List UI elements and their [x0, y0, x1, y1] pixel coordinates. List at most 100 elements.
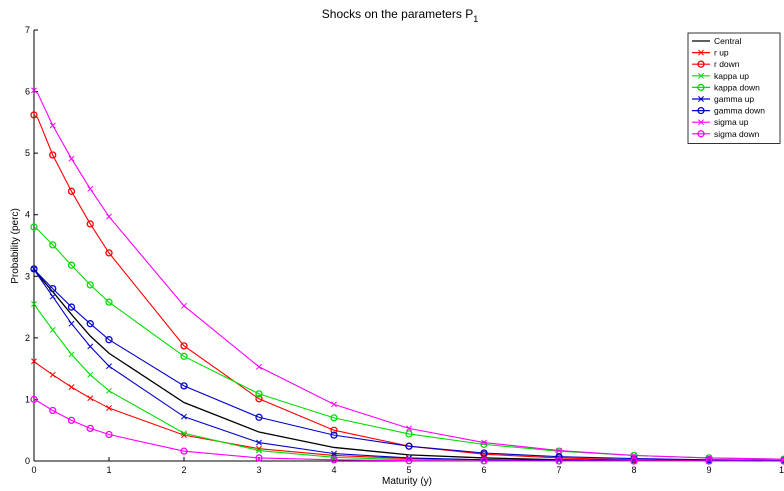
- point-gamma-up: [106, 363, 112, 370]
- point-sigma-up: [87, 185, 94, 192]
- x-tick-label: 2: [181, 465, 186, 475]
- point-kappa-down: [180, 352, 188, 360]
- point-kappa-down: [30, 223, 38, 231]
- point-sigma-down: [105, 430, 113, 439]
- point-sigma-down: [86, 424, 94, 433]
- point-r-up: [68, 384, 75, 391]
- y-tick-label: 6: [25, 87, 30, 97]
- legend-label: sigma up: [714, 117, 749, 127]
- y-tick-label: 4: [25, 210, 30, 220]
- point-sigma-down: [330, 456, 338, 464]
- point-r-up: [106, 405, 112, 412]
- legend-label: gamma down: [714, 106, 765, 116]
- x-tick-label: 0: [31, 465, 36, 475]
- point-sigma-up: [49, 122, 56, 129]
- plot-area: [34, 30, 784, 461]
- point-r-down: [67, 187, 76, 195]
- y-tick-label: 2: [25, 333, 30, 343]
- legend-label: kappa up: [714, 71, 749, 81]
- y-axis-label: Probability (perc): [10, 208, 21, 284]
- point-kappa-down: [405, 430, 413, 438]
- point-kappa-down: [86, 281, 94, 289]
- point-sigma-up: [106, 213, 112, 220]
- point-gamma-up: [87, 343, 94, 350]
- legend-entry-r-down: r down: [692, 59, 740, 69]
- point-sigma-up: [481, 439, 487, 446]
- point-gamma-up: [331, 450, 337, 457]
- legend-entry-sigma-down: sigma down: [692, 129, 760, 139]
- point-kappa-up: [68, 351, 75, 358]
- legend-label: kappa down: [714, 82, 760, 92]
- point-gamma-down: [67, 303, 76, 311]
- series-line-gamma-down: [33, 268, 784, 461]
- point-gamma-up: [256, 439, 262, 446]
- chart-title: Shocks on the parameters P1: [322, 7, 478, 24]
- point-kappa-up: [31, 301, 37, 307]
- chart-title-subscript: 1: [473, 14, 478, 24]
- y-tick-label: 3: [25, 271, 30, 281]
- point-r-up: [49, 371, 56, 378]
- point-r-down: [105, 249, 113, 257]
- point-kappa-down: [480, 440, 488, 449]
- point-sigma-down: [555, 457, 563, 465]
- point-kappa-up: [256, 447, 262, 454]
- legend-entry-sigma-up: sigma up: [692, 117, 749, 127]
- point-gamma-down: [30, 265, 38, 273]
- point-kappa-up: [106, 387, 112, 394]
- point-gamma-up: [181, 413, 187, 420]
- point-sigma-up: [631, 452, 637, 459]
- legend-marker: [698, 49, 704, 56]
- point-gamma-down: [255, 413, 263, 421]
- series-line-r-down: [33, 114, 784, 462]
- legend-label: Central: [714, 36, 742, 46]
- point-kappa-down: [67, 261, 76, 269]
- point-sigma-down: [405, 457, 413, 465]
- series-layer: [30, 87, 784, 465]
- point-r-down: [86, 220, 94, 228]
- point-sigma-down: [30, 395, 38, 404]
- legend-marker: [697, 83, 705, 92]
- y-tick-label: 5: [25, 148, 30, 158]
- point-sigma-up: [68, 155, 75, 162]
- y-tick-label: 7: [25, 25, 30, 35]
- x-tick-label: 8: [631, 465, 636, 475]
- point-gamma-down: [105, 336, 113, 344]
- series-sigma-up: [31, 87, 784, 463]
- point-sigma-down: [780, 457, 784, 465]
- point-gamma-down: [480, 449, 488, 457]
- legend-marker: [698, 96, 704, 102]
- y-tick-label: 0: [25, 456, 30, 466]
- point-r-down: [180, 342, 188, 350]
- y-tick-label: 1: [25, 394, 30, 404]
- series-sigma-down: [30, 395, 784, 465]
- legend-marker: [697, 130, 705, 138]
- legend-label: sigma down: [714, 129, 760, 139]
- point-sigma-down: [67, 416, 76, 425]
- x-tick-label: 10: [779, 465, 784, 475]
- point-r-down: [30, 111, 38, 119]
- legend-marker: [697, 106, 705, 115]
- legend-marker: [697, 60, 705, 68]
- legend-entry-r-up: r up: [692, 48, 729, 58]
- point-kappa-down: [330, 414, 338, 422]
- point-kappa-down: [105, 298, 113, 306]
- legend-entry-kappa-up: kappa up: [692, 71, 749, 81]
- point-sigma-up: [31, 87, 37, 94]
- point-kappa-up: [181, 430, 187, 437]
- x-axis-label: Maturity (y): [382, 476, 432, 487]
- point-sigma-down: [705, 457, 713, 465]
- point-sigma-up: [181, 302, 187, 309]
- point-sigma-up: [256, 363, 262, 370]
- point-r-down: [49, 151, 57, 159]
- point-gamma-down: [180, 382, 188, 390]
- point-gamma-down: [555, 453, 563, 461]
- x-tick-label: 4: [331, 465, 336, 475]
- x-tick-label: 1: [106, 465, 111, 475]
- point-sigma-up: [331, 401, 337, 408]
- legend-entry-gamma-up: gamma up: [692, 94, 754, 104]
- point-gamma-up: [49, 293, 56, 300]
- point-kappa-up: [49, 326, 56, 333]
- point-r-down: [255, 395, 263, 403]
- point-sigma-up: [406, 425, 412, 432]
